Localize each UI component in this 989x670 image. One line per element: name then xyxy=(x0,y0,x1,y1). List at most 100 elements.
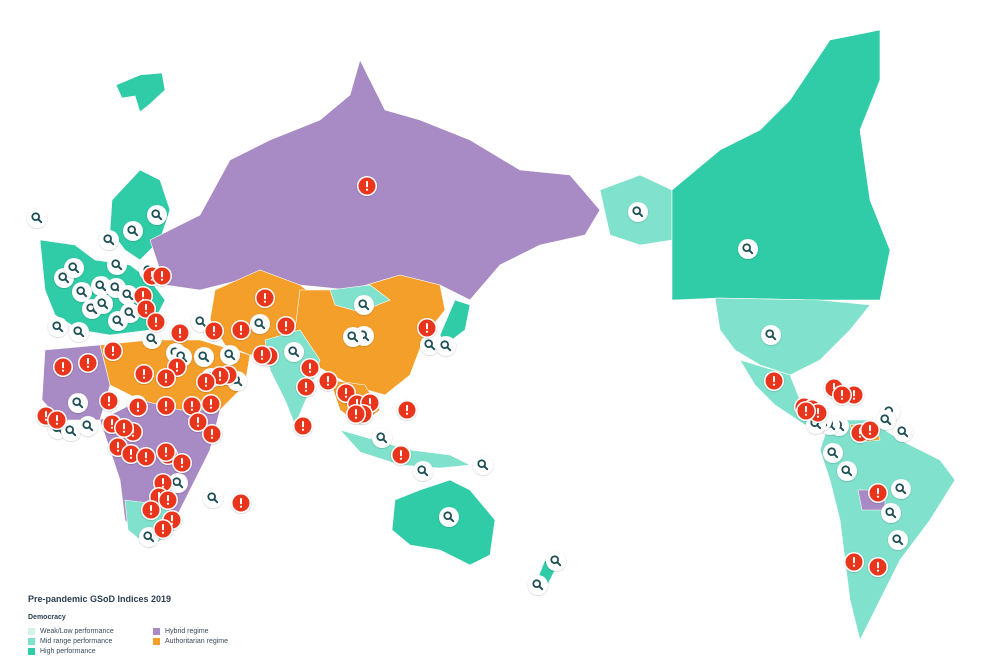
magnifier-icon[interactable] xyxy=(823,443,843,463)
exclamation-icon[interactable] xyxy=(868,483,888,503)
magnifier-icon[interactable] xyxy=(72,282,92,302)
magnifier-icon[interactable] xyxy=(78,416,98,436)
exclamation-icon[interactable] xyxy=(255,288,275,308)
exclamation-icon[interactable] xyxy=(764,371,784,391)
magnifier-icon[interactable] xyxy=(194,347,214,367)
exclamation-icon[interactable] xyxy=(47,410,67,430)
region-canada xyxy=(671,29,891,301)
magnifier-icon[interactable] xyxy=(108,311,128,331)
magnifier-icon[interactable] xyxy=(203,488,223,508)
magnifier-icon[interactable] xyxy=(893,422,913,442)
legend-item-high: High performance xyxy=(28,648,96,655)
exclamation-icon[interactable] xyxy=(128,397,148,417)
magnifier-icon[interactable] xyxy=(61,421,81,441)
magnifier-icon[interactable] xyxy=(27,208,47,228)
exclamation-icon[interactable] xyxy=(296,377,316,397)
exclamation-icon[interactable] xyxy=(156,442,176,462)
magnifier-icon[interactable] xyxy=(528,575,548,595)
exclamation-icon[interactable] xyxy=(156,368,176,388)
exclamation-icon[interactable] xyxy=(417,318,437,338)
exclamation-icon[interactable] xyxy=(182,396,202,416)
magnifier-icon[interactable] xyxy=(761,325,781,345)
magnifier-icon[interactable] xyxy=(628,202,648,222)
exclamation-icon[interactable] xyxy=(134,364,154,384)
exclamation-icon[interactable] xyxy=(121,444,141,464)
exclamation-icon[interactable] xyxy=(78,353,98,373)
legend-item-hybrid: Hybrid regime xyxy=(153,628,209,635)
exclamation-icon[interactable] xyxy=(860,420,880,440)
exclamation-icon[interactable] xyxy=(146,312,166,332)
exclamation-icon[interactable] xyxy=(300,358,320,378)
magnifier-icon[interactable] xyxy=(888,530,908,550)
magnifier-icon[interactable] xyxy=(93,294,113,314)
magnifier-icon[interactable] xyxy=(343,327,363,347)
magnifier-icon[interactable] xyxy=(118,285,138,305)
magnifier-icon[interactable] xyxy=(147,205,167,225)
magnifier-icon[interactable] xyxy=(123,221,143,241)
exclamation-icon[interactable] xyxy=(397,400,417,420)
exclamation-icon[interactable] xyxy=(868,557,888,577)
exclamation-icon[interactable] xyxy=(188,412,208,432)
exclamation-icon[interactable] xyxy=(196,372,216,392)
region-japan xyxy=(439,299,471,346)
magnifier-icon[interactable] xyxy=(250,314,270,334)
magnifier-icon[interactable] xyxy=(107,255,127,275)
magnifier-icon[interactable] xyxy=(168,473,188,493)
magnifier-icon[interactable] xyxy=(546,551,566,571)
magnifier-icon[interactable] xyxy=(91,276,111,296)
magnifier-icon[interactable] xyxy=(439,507,459,527)
exclamation-icon[interactable] xyxy=(158,490,178,510)
magnifier-icon[interactable] xyxy=(142,329,162,349)
legend-swatch xyxy=(28,628,35,635)
magnifier-icon[interactable] xyxy=(738,239,758,259)
magnifier-icon[interactable] xyxy=(64,258,84,278)
magnifier-icon[interactable] xyxy=(99,230,119,250)
exclamation-icon[interactable] xyxy=(99,391,119,411)
magnifier-icon[interactable] xyxy=(891,479,911,499)
magnifier-icon[interactable] xyxy=(220,345,240,365)
magnifier-icon[interactable] xyxy=(876,410,896,430)
exclamation-icon[interactable] xyxy=(391,445,411,465)
magnifier-icon[interactable] xyxy=(473,455,493,475)
magnifier-icon[interactable] xyxy=(413,461,433,481)
exclamation-icon[interactable] xyxy=(153,519,173,539)
exclamation-icon[interactable] xyxy=(832,385,852,405)
exclamation-icon[interactable] xyxy=(231,320,251,340)
magnifier-icon[interactable] xyxy=(48,317,68,337)
exclamation-icon[interactable] xyxy=(276,316,296,336)
exclamation-icon[interactable] xyxy=(231,493,251,513)
exclamation-icon[interactable] xyxy=(172,453,192,473)
exclamation-icon[interactable] xyxy=(141,500,161,520)
magnifier-icon[interactable] xyxy=(372,428,392,448)
exclamation-icon[interactable] xyxy=(357,176,377,196)
magnifier-icon[interactable] xyxy=(881,503,901,523)
exclamation-icon[interactable] xyxy=(201,394,221,414)
exclamation-icon[interactable] xyxy=(293,416,313,436)
exclamation-icon[interactable] xyxy=(202,424,222,444)
magnifier-icon[interactable] xyxy=(68,393,88,413)
exclamation-icon[interactable] xyxy=(136,447,156,467)
exclamation-icon[interactable] xyxy=(152,266,172,286)
exclamation-icon[interactable] xyxy=(796,401,816,421)
legend-swatch xyxy=(153,628,160,635)
exclamation-icon[interactable] xyxy=(204,321,224,341)
magnifier-icon[interactable] xyxy=(284,342,304,362)
region-india xyxy=(264,329,321,426)
exclamation-icon[interactable] xyxy=(252,345,272,365)
legend-swatch xyxy=(28,638,35,645)
magnifier-icon[interactable] xyxy=(837,461,857,481)
exclamation-icon[interactable] xyxy=(844,552,864,572)
exclamation-icon[interactable] xyxy=(156,396,176,416)
magnifier-icon[interactable] xyxy=(436,336,456,356)
magnifier-icon[interactable] xyxy=(69,322,89,342)
exclamation-icon[interactable] xyxy=(114,418,134,438)
exclamation-icon[interactable] xyxy=(103,341,123,361)
magnifier-icon[interactable] xyxy=(354,295,374,315)
exclamation-icon[interactable] xyxy=(346,404,366,424)
region-usa xyxy=(714,297,871,376)
exclamation-icon[interactable] xyxy=(170,323,190,343)
exclamation-icon[interactable] xyxy=(53,357,73,377)
magnifier-icon[interactable] xyxy=(420,335,440,355)
legend-swatch xyxy=(153,638,160,645)
exclamation-icon[interactable] xyxy=(318,371,338,391)
